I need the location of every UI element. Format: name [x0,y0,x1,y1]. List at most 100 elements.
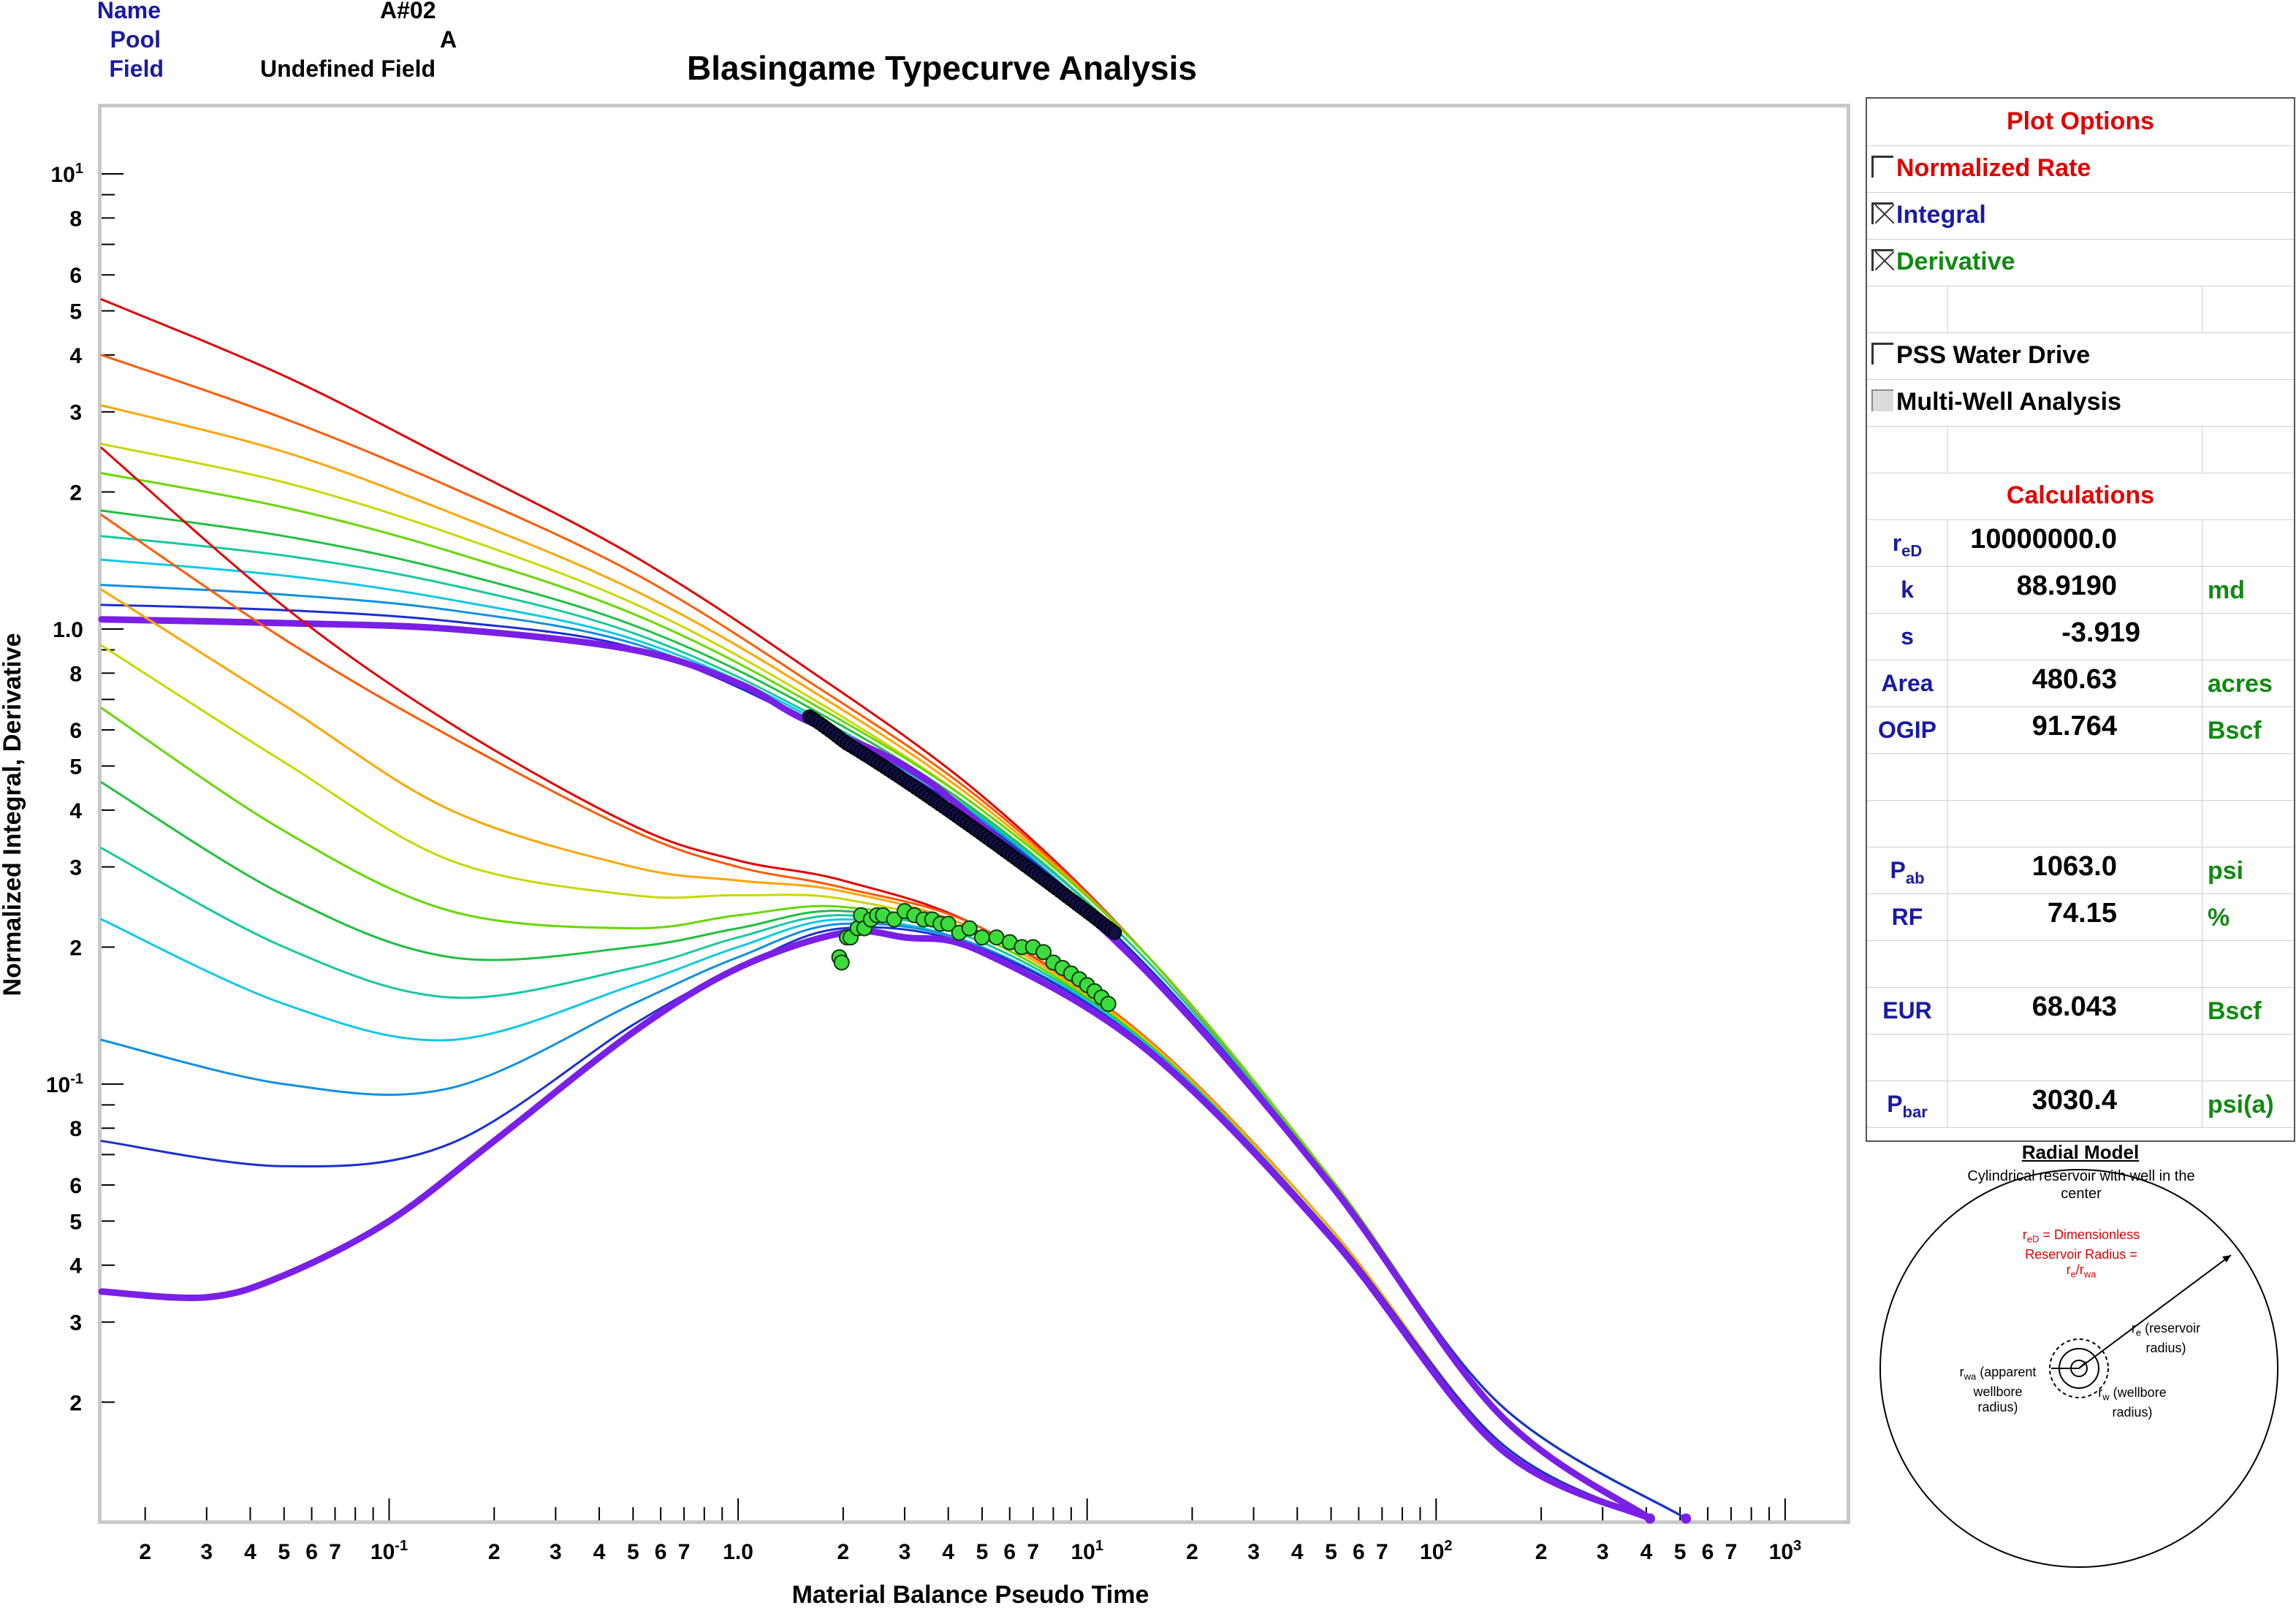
type-curves [98,298,1692,1524]
x-tick-label: 3 [1597,1540,1609,1564]
x-tick-label: 7 [678,1540,691,1564]
pss-water-drive-checkbox[interactable] [1871,343,1893,365]
option-derivative[interactable]: Derivative [1867,239,2294,286]
derivative-data-point [833,954,850,971]
y-tick-label: 3 [69,1311,82,1335]
integral-checkbox[interactable] [1871,202,1893,224]
option-multi-well[interactable]: Multi-Well Analysis [1867,379,2294,427]
apparent-wellbore-circle [2049,1338,2109,1398]
derivative-data-point [961,920,978,937]
y-tick-label: 2 [69,1391,82,1415]
option-normalized-rate[interactable]: Normalized Rate [1867,145,2294,193]
calculations-title: Calculations [2006,481,2155,509]
calc-row-pbar: Pbar 3030.4 psi(a) [1867,1081,2294,1128]
x-tick-label: 2 [1535,1540,1548,1564]
y-tick-label: 6 [69,264,82,288]
x-tick-label: 2 [139,1540,151,1564]
pab-unit: psi [2208,857,2244,885]
x-tick-label: 2 [1186,1540,1198,1564]
integral-label: Integral [1896,201,1986,229]
derivative-data-point [886,911,902,928]
rf-unit: % [2208,904,2230,931]
reservoir-circle [1879,1169,2278,1568]
k-name: k [1901,576,1914,603]
type-curve [100,588,1651,1520]
x-tick-label: 103 [1769,1538,1802,1564]
multi-well-checkbox[interactable] [1871,389,1893,411]
radial-model-title: Radial Model [2021,1141,2140,1163]
red-definition: reD = Dimensionless Reservoir Radius = r… [2022,1227,2140,1280]
pss-water-drive-label: PSS Water Drive [1896,341,2091,369]
name-value: A#02 [380,0,436,23]
y-tick-label: 5 [69,755,82,779]
empty-row [1867,800,2294,847]
pbar-value: 3030.4 [2031,1085,2117,1116]
x-tick-label: 5 [278,1540,290,1564]
x-tick-label: 1.0 [723,1540,753,1564]
option-pss-water-drive[interactable]: PSS Water Drive [1867,332,2294,380]
x-tick-label: 7 [1027,1540,1039,1564]
derivative-data-point [1035,944,1052,961]
empty-row [1867,426,2294,473]
arrowhead-icon [2222,1255,2231,1262]
y-tick-label: 4 [69,1254,82,1279]
calc-row-area: Area 480.63 acres [1867,660,2294,707]
reservoir-radius-arrow [2078,1254,2232,1369]
tick-labels: 2 3 4 5 6 7 10-1 2 3 4 5 6 7 1.0 2 3 4 5 6 7 101 2 3 4 5 6 7 102 2 3 4… [46,161,1801,1564]
y-tick-label: 5 [69,1210,82,1234]
y-tick-label: 101 [51,161,84,187]
derivative-data-point [940,915,957,932]
y-tick-label: 2 [69,481,82,505]
y-axis-label: Normalized Integral, Derivative [0,633,26,997]
derivative-data-point [973,929,990,946]
x-tick-label: 5 [1674,1540,1687,1564]
eur-value: 68.043 [2031,991,2117,1022]
derivative-label: Derivative [1896,248,2015,275]
rf-name: RF [1891,904,1923,930]
pab-value: 1063.0 [2031,851,2117,882]
calc-row-red: reD 10000000.0 [1867,519,2294,567]
s-value: -3.919 [2061,617,2140,648]
x-tick-label: 102 [1420,1538,1453,1564]
y-tick-label: 6 [69,1174,82,1198]
radial-model-description: Cylindrical reservoir with well in the c… [1967,1168,2195,1202]
x-tick-label: 4 [244,1540,256,1564]
options-panel: Plot Options Normalized Rate Integral De… [1866,97,2295,1142]
area-unit: acres [2208,670,2273,698]
plot-options-title: Plot Options [2006,107,2155,135]
reservoir-drawing [1879,1169,2278,1568]
type-curve [98,616,1654,1523]
x-tick-label: 6 [1003,1540,1016,1564]
pab-name: Pab [1890,857,1925,888]
calc-row-pab: Pab 1063.0 psi [1867,847,2294,894]
re-label: re (reservoir radius) [2131,1321,2201,1355]
empty-row [1867,753,2294,801]
x-tick-label: 7 [329,1540,341,1564]
empty-row [1867,940,2294,988]
wellbore-radius-line [2078,1361,2087,1369]
x-tick-label: 7 [1376,1540,1388,1564]
x-tick-label: 2 [488,1540,501,1564]
ogip-value: 91.764 [2031,711,2117,742]
y-tick-label: 6 [69,719,82,743]
normalized-rate-label: Normalized Rate [1896,154,2091,182]
x-tick-label: 3 [550,1540,562,1564]
x-tick-label: 2 [837,1540,850,1564]
x-tick-label: 101 [1071,1538,1103,1564]
derivative-data-point [1100,996,1117,1013]
curve-end-marker [1681,1513,1692,1524]
normalized-rate-checkbox[interactable] [1871,156,1893,178]
eur-unit: Bscf [2208,997,2262,1025]
s-name: s [1901,623,1914,649]
option-integral[interactable]: Integral [1867,192,2294,240]
calc-row-k: k 88.9190 md [1867,566,2294,614]
derivative-checkbox[interactable] [1871,249,1893,271]
y-tick-label: 2 [69,936,82,960]
y-tick-label: 8 [69,207,82,231]
pool-value: A [440,26,457,53]
rw-label: rw (wellbore radius) [2098,1385,2167,1420]
y-tick-label: 10-1 [46,1071,83,1097]
y-tick-label: 3 [69,856,82,880]
area-name: Area [1881,670,1934,696]
calculations-header-row: Calculations [1867,473,2294,520]
